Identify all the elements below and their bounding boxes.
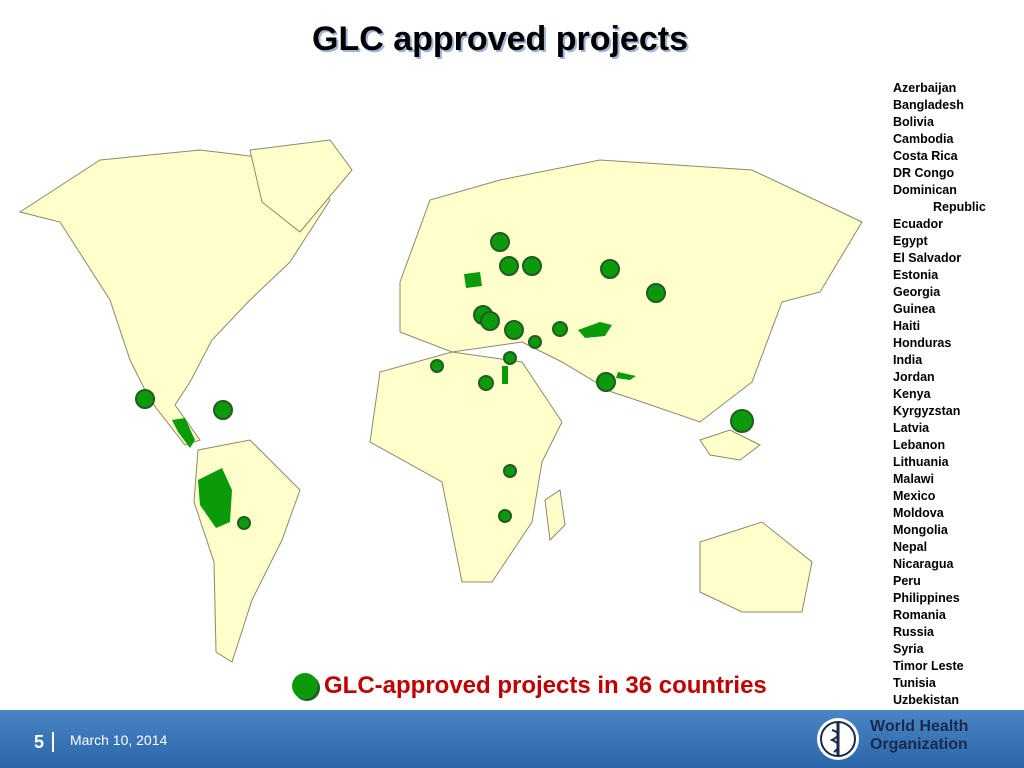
country: Latvia: [893, 421, 930, 435]
country: Mexico: [893, 489, 936, 503]
country: Mongolia: [893, 523, 948, 537]
country: Syria: [893, 642, 924, 656]
country: Nepal: [893, 540, 928, 554]
country: DR Congo: [893, 166, 955, 180]
country: Georgia: [893, 285, 941, 299]
country: Guinea: [893, 302, 936, 316]
country: Romania: [893, 608, 946, 622]
organization-line: Organization: [870, 736, 968, 753]
organization-line: World Health: [870, 718, 969, 735]
country: Kenya: [893, 387, 931, 401]
legend: GLC-approved projects in 36 countries: [292, 670, 767, 702]
country: Costa Rica: [893, 149, 958, 163]
world-map: [18, 139, 863, 663]
footer: 5 March 10, 2014 World Health Organizati…: [0, 710, 1024, 768]
country: Egypt: [893, 234, 928, 248]
country: Cambodia: [893, 132, 954, 146]
page-number: 5: [34, 732, 45, 752]
country: Kyrgyzstan: [893, 404, 961, 418]
date: March 10, 2014: [70, 732, 168, 748]
who-emblem: [817, 718, 859, 760]
country: Lebanon: [893, 438, 946, 452]
country: Moldova: [893, 506, 944, 520]
country: Bolivia: [893, 115, 934, 129]
country: Malawi: [893, 472, 934, 486]
country: Estonia: [893, 268, 939, 282]
country: Nicaragua: [893, 557, 954, 571]
country: Uzbekistan: [893, 693, 959, 707]
country: Russia: [893, 625, 934, 639]
country: Ecuador: [893, 217, 944, 231]
country: Honduras: [893, 336, 952, 350]
organization-name: World Health Organization: [870, 718, 968, 754]
separator: [52, 732, 54, 752]
country: Dominican Republic: [893, 183, 986, 214]
country: Azerbaijan: [893, 81, 957, 95]
country: Tunisia: [893, 676, 936, 690]
country: Lithuania: [893, 455, 949, 469]
country: Bangladesh: [893, 98, 964, 112]
country: India: [893, 353, 923, 367]
slide-title: GLC approved projects: [312, 20, 688, 58]
country: Philippines: [893, 591, 960, 605]
legend-text: GLC-approved projects in 36 countries: [324, 672, 767, 699]
legend-marker: [292, 673, 318, 699]
country: Timor Leste: [893, 659, 964, 673]
country-list: Azerbaijan Bangladesh Bolivia Cambodia Costa…: [893, 80, 986, 709]
country: Haiti: [893, 319, 921, 333]
country: Jordan: [893, 370, 935, 384]
country: Peru: [893, 574, 921, 588]
country: El Salvador: [893, 251, 962, 265]
